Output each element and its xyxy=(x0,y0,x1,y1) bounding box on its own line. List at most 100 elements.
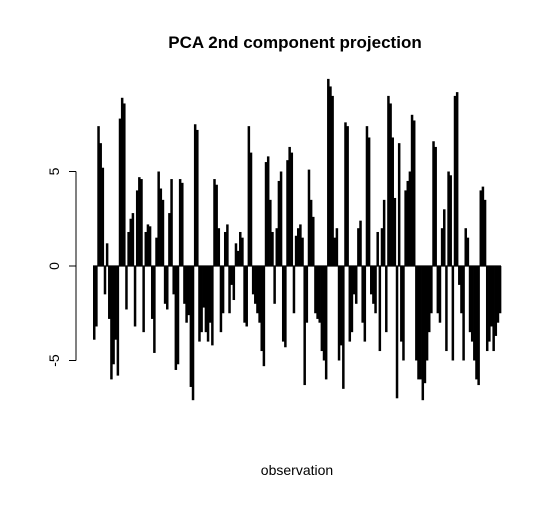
bar xyxy=(131,213,135,266)
bar xyxy=(329,86,332,266)
bar xyxy=(498,266,502,314)
bar xyxy=(385,266,388,333)
bar xyxy=(425,266,429,361)
bar xyxy=(146,224,150,266)
bar xyxy=(247,126,251,266)
bar xyxy=(339,266,343,346)
bar xyxy=(281,266,285,342)
bar xyxy=(479,190,483,266)
bar xyxy=(181,182,184,266)
bar xyxy=(481,186,485,266)
bar xyxy=(256,266,259,314)
bar xyxy=(337,266,341,361)
bar xyxy=(415,266,418,361)
bar xyxy=(110,266,113,380)
bar xyxy=(138,177,141,266)
y-tick-label: 0 xyxy=(46,262,62,270)
bar xyxy=(120,97,124,266)
bar xyxy=(290,152,294,266)
bar xyxy=(352,266,356,295)
bar xyxy=(387,95,390,267)
bar xyxy=(458,266,461,285)
bar xyxy=(223,231,227,266)
bar xyxy=(193,124,197,266)
bar xyxy=(97,126,100,266)
bar xyxy=(443,209,446,266)
bar xyxy=(372,266,375,304)
bar xyxy=(419,266,422,380)
bar xyxy=(327,78,330,266)
bar xyxy=(236,250,240,266)
bar xyxy=(320,266,324,352)
bar xyxy=(258,266,261,323)
bar xyxy=(346,126,349,266)
bar xyxy=(161,199,165,266)
bar xyxy=(163,266,167,304)
bar xyxy=(228,266,231,314)
chart-title: PCA 2nd component projection xyxy=(168,33,421,52)
bar xyxy=(148,226,152,266)
bar xyxy=(125,266,128,310)
bar xyxy=(95,266,98,327)
bar xyxy=(494,266,498,336)
bar xyxy=(464,228,467,266)
bar xyxy=(451,266,455,361)
bar xyxy=(449,175,452,266)
bar xyxy=(166,266,169,310)
bar xyxy=(410,114,414,266)
bar xyxy=(133,266,137,327)
bar xyxy=(249,152,253,266)
bar xyxy=(470,266,474,342)
bar xyxy=(312,216,315,266)
bar xyxy=(213,179,216,266)
bar xyxy=(436,266,440,314)
bar xyxy=(333,237,337,266)
bar xyxy=(93,266,96,340)
bar xyxy=(359,220,362,266)
bar xyxy=(99,143,102,266)
bar xyxy=(112,266,115,365)
bar xyxy=(191,266,195,401)
bar xyxy=(204,266,208,333)
bar xyxy=(496,266,500,323)
bar xyxy=(284,266,287,348)
bar xyxy=(309,199,313,266)
bars-group xyxy=(93,78,502,401)
bar xyxy=(219,266,223,333)
bar xyxy=(363,266,367,342)
bar xyxy=(254,266,257,304)
bar xyxy=(245,266,248,327)
bar xyxy=(380,228,384,266)
bar xyxy=(178,179,182,266)
bar xyxy=(488,266,491,342)
bar xyxy=(200,266,203,333)
bar xyxy=(490,266,493,327)
bar xyxy=(123,103,126,267)
bar xyxy=(408,171,412,266)
bar xyxy=(127,231,130,266)
bar xyxy=(277,180,281,266)
bar xyxy=(103,266,107,295)
bar xyxy=(430,266,433,314)
bar xyxy=(421,266,425,401)
bar xyxy=(189,266,193,387)
bar xyxy=(176,266,180,365)
bar xyxy=(400,266,403,342)
bar xyxy=(150,266,154,319)
bar xyxy=(485,266,489,352)
bar xyxy=(266,156,270,266)
bar xyxy=(453,95,457,267)
bar xyxy=(168,213,171,266)
bar xyxy=(269,199,272,266)
bar xyxy=(271,231,274,266)
bar xyxy=(275,228,279,266)
bar xyxy=(462,266,465,361)
bar xyxy=(342,266,345,389)
bar xyxy=(297,228,300,266)
bar xyxy=(324,266,328,380)
bar xyxy=(279,171,283,266)
bar xyxy=(118,118,122,266)
bar xyxy=(292,266,296,314)
